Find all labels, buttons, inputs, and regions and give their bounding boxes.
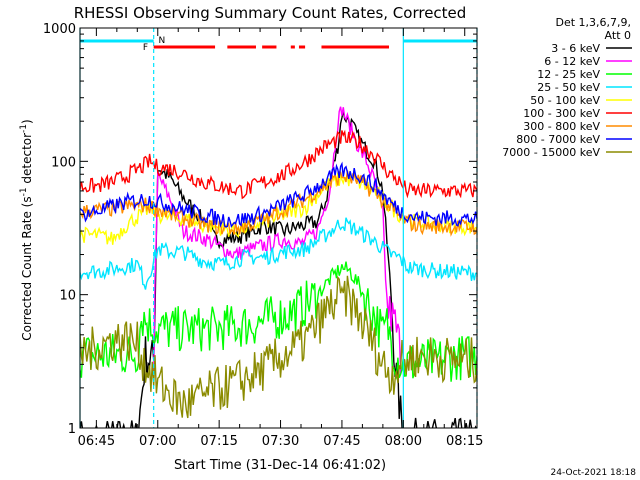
flag-label-f: F — [143, 43, 148, 53]
series-line-6 — [80, 170, 477, 237]
y-tick-label: 1 — [68, 422, 76, 437]
series-line-5 — [80, 129, 477, 200]
legend-label-8: 7000 - 15000 keV — [502, 146, 600, 159]
legend-label-6: 300 - 800 keV — [523, 120, 600, 133]
x-tick-label: 08:00 — [385, 434, 422, 449]
x-tick-label: 07:45 — [323, 434, 360, 449]
y-tick-label: 10 — [59, 289, 76, 304]
chart-title: RHESSI Observing Summary Count Rates, Co… — [74, 4, 467, 22]
plot-area: FN 1 10 100 1000 06:45 07:00 07:15 07:30 07:45 08:… — [43, 22, 484, 449]
x-tick-label: 07:00 — [139, 434, 176, 449]
footer-date: 24-Oct-2021 18:18 — [551, 468, 637, 478]
legend-header-line-1: Det 1,3,6,7,9, — [555, 16, 631, 29]
series-group — [80, 106, 477, 428]
legend-label-1: 6 - 12 keV — [544, 55, 600, 68]
series-line-8 — [80, 275, 477, 419]
legend-label-5: 100 - 300 keV — [523, 107, 600, 120]
legend-header-line-2: Att 0 — [605, 29, 631, 42]
x-tick-label: 07:15 — [200, 434, 237, 449]
x-tick-label: 08:15 — [446, 434, 483, 449]
legend-label-0: 3 - 6 keV — [551, 42, 600, 55]
series-line-3 — [80, 217, 477, 290]
x-tick-label: 06:45 — [78, 434, 115, 449]
y-tick-label: 100 — [51, 155, 76, 170]
plot-frame — [79, 27, 478, 429]
flag-label-n: N — [158, 36, 165, 46]
legend-label-2: 12 - 25 keV — [537, 68, 600, 81]
x-tick-label: 07:30 — [262, 434, 299, 449]
series-line-0 — [80, 110, 477, 428]
y-axis-label: Corrected Count Rate (s-1 detector-1) — [19, 119, 34, 340]
legend-label-3: 25 - 50 keV — [537, 81, 600, 94]
y-tick-label: 1000 — [43, 22, 76, 37]
legend-label-4: 50 - 100 keV — [530, 94, 600, 107]
legend-label-7: 800 - 7000 keV — [516, 133, 600, 146]
x-axis-label: Start Time (31-Dec-14 06:41:02) — [174, 458, 386, 473]
series-line-7 — [80, 161, 477, 228]
